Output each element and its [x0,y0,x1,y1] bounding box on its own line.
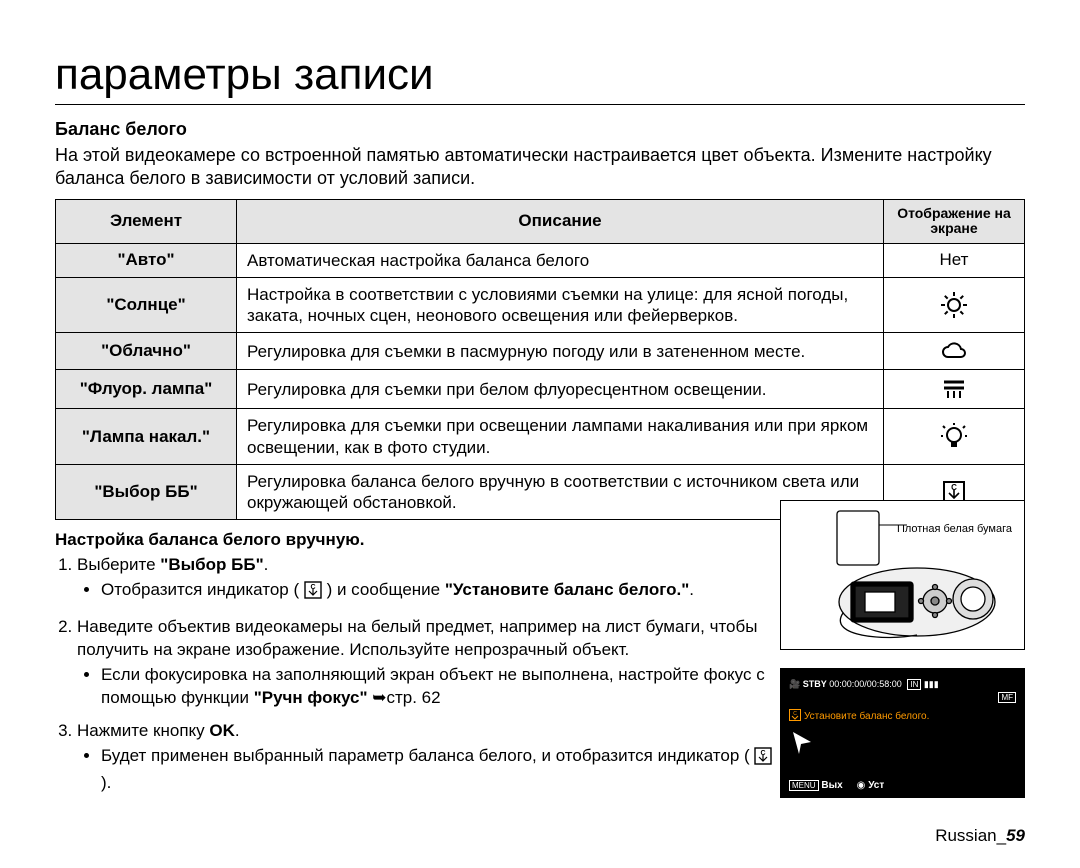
rec-icon: 🎥 [789,679,803,689]
page-title: параметры записи [55,50,1025,105]
th-display: Отображение на экране [884,199,1025,243]
section-heading: Баланс белого [55,119,1025,140]
row-description: Регулировка для съемки в пасмурную погод… [237,333,884,370]
page-footer: Russian_59 [935,826,1025,846]
row-icon [884,409,1025,465]
manual-page: параметры записи Баланс белого На этой в… [0,0,1080,868]
table-row: "Солнце"Настройка в соответствии с услов… [56,277,1025,333]
custom-wb-icon: C [754,747,772,772]
screen-preview: 🎥 STBY 00:00:00/00:58:00 IN ▮▮▮ MF C Уст… [780,668,1025,798]
exit-label: Вых [821,780,842,791]
row-description: Регулировка для съемки при освещении лам… [237,409,884,465]
mem-label: IN [907,679,921,690]
set-label: Уст [868,780,884,791]
white-balance-table: Элемент Описание Отображение на экране "… [55,199,1025,521]
intro-text: На этой видеокамере со встроенной память… [55,144,1025,191]
step-3-sub: Будет применен выбранный параметр баланс… [101,745,775,795]
row-icon [884,277,1025,333]
step-2: Наведите объектив видеокамеры на белый п… [77,616,775,710]
row-description: Настройка в соответствии с условиями съе… [237,277,884,333]
table-row: "Облачно"Регулировка для съемки в пасмур… [56,333,1025,370]
row-element: "Облачно" [56,333,237,370]
table-row: "Авто"Автоматическая настройка баланса б… [56,243,1025,277]
step-1: Выберите "Выбор ББ". Отобразится индикат… [77,554,775,606]
custom-wb-icon: C [304,581,322,606]
svg-text:C: C [793,711,797,717]
white-paper-label: Плотная белая бумага [897,523,1012,535]
row-element: "Выбор ББ" [56,464,237,520]
row-icon: Нет [884,243,1025,277]
steps-block: Выберите "Выбор ББ". Отобразится индикат… [55,554,775,794]
table-row: "Флуор. лампа"Регулировка для съемки при… [56,370,1025,409]
table-row: "Лампа накал."Регулировка для съемки при… [56,409,1025,465]
ok-dot-icon: ◉ [857,780,866,791]
time-label: 00:00:00/00:58:00 [829,679,902,689]
camcorder-illustration: Плотная белая бумага [780,500,1025,650]
step-2-sub: Если фокусировка на заполняющий экран об… [101,664,775,710]
row-description: Автоматическая настройка баланса белого [237,243,884,277]
row-description: Регулировка для съемки при белом флуорес… [237,370,884,409]
row-element: "Лампа накал." [56,409,237,465]
battery-icon: ▮▮▮ [924,679,939,689]
row-icon [884,333,1025,370]
screen-content: 🎥 STBY 00:00:00/00:58:00 IN ▮▮▮ MF C Уст… [781,669,1024,797]
pointer-icon [789,730,1016,759]
row-element: "Флуор. лампа" [56,370,237,409]
stby-label: STBY [803,679,827,689]
screen-topbar: 🎥 STBY 00:00:00/00:58:00 IN ▮▮▮ [789,679,1016,690]
row-element: "Солнце" [56,277,237,333]
row-element: "Авто" [56,243,237,277]
side-figures: Плотная белая бумага 🎥 STBY 00:00:00/00:… [780,500,1025,816]
th-element: Элемент [56,199,237,243]
step-1-sub: Отобразится индикатор ( C ) и сообщение … [101,579,775,606]
screen-bottombar: MENU Вых ◉ Уст [789,780,1016,791]
step-3: Нажмите кнопку OK. Будет применен выбран… [77,720,775,795]
th-description: Описание [237,199,884,243]
row-icon [884,370,1025,409]
screen-message: C Установите баланс белого. [789,709,1016,724]
mf-icon: MF [789,692,1016,703]
